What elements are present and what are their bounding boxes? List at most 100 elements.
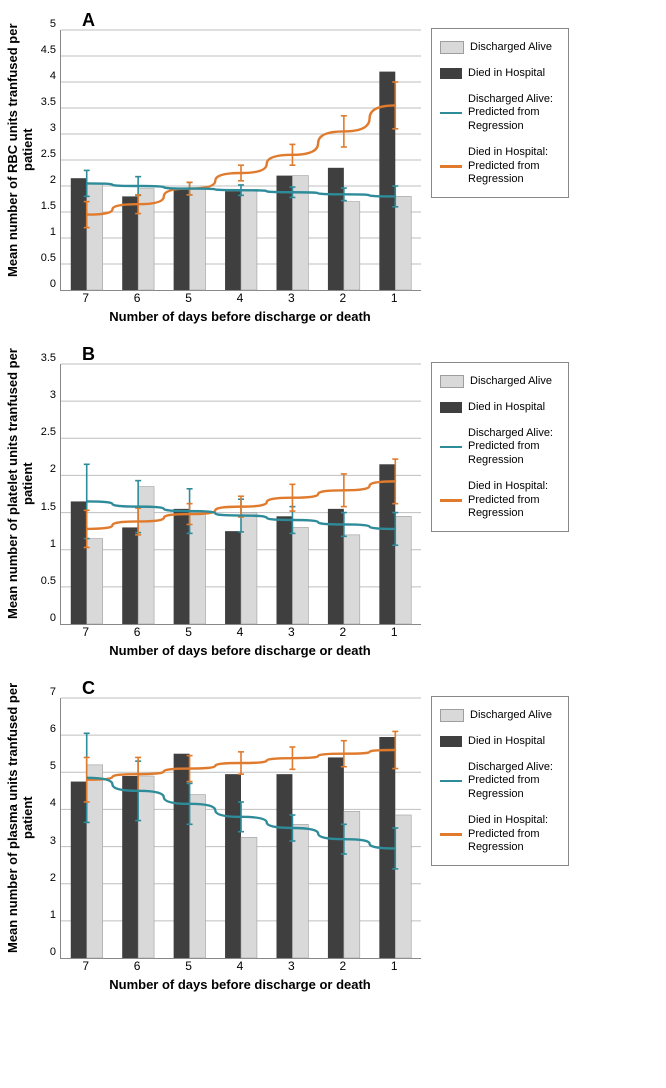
y-axis-label: Mean number of plasma units tranfused pe…: [10, 678, 30, 958]
legend-item: Discharged Alive: [440, 375, 560, 389]
x-tick-label: 4: [214, 625, 265, 639]
legend-label: Died in Hospital: [468, 67, 545, 81]
x-ticks: 7654321: [60, 959, 420, 973]
bar-discharged-alive: [190, 795, 206, 958]
bar-died-in-hospital: [328, 757, 344, 958]
legend-item: Discharged Alive: Predicted from Regress…: [440, 761, 560, 802]
bar-discharged-alive: [241, 513, 257, 624]
legend-label: Died in Hospital: [468, 401, 545, 415]
legend-label: Discharged Alive: [470, 375, 552, 389]
x-tick-label: 1: [369, 959, 420, 973]
panel-A: A Mean number of RBC units tranfused per…: [10, 10, 656, 324]
x-tick-label: 3: [266, 959, 317, 973]
bar-discharged-alive: [344, 202, 360, 290]
y-axis-label: Mean number of platelet units tranfused …: [10, 344, 30, 624]
x-axis-label: Number of days before discharge or death: [60, 309, 420, 324]
bar-died-in-hospital: [225, 531, 241, 624]
x-tick-label: 1: [369, 291, 420, 305]
legend-line-died: [440, 165, 462, 167]
bar-discharged-alive: [190, 513, 206, 624]
panel-C: C Mean number of plasma units tranfused …: [10, 678, 656, 992]
legend-label: Died in Hospital: [468, 735, 545, 749]
x-tick-label: 4: [214, 959, 265, 973]
x-tick-label: 6: [111, 291, 162, 305]
x-tick-label: 2: [317, 625, 368, 639]
bar-discharged-alive: [241, 837, 257, 958]
bar-died-in-hospital: [328, 168, 344, 290]
legend-label: Died in Hospital: Predicted from Regress…: [468, 814, 560, 855]
legend-label: Discharged Alive: [470, 709, 552, 723]
x-ticks: 7654321: [60, 625, 420, 639]
bar-discharged-alive: [190, 189, 206, 290]
legend-item: Died in Hospital: [440, 67, 560, 81]
x-tick-label: 5: [163, 959, 214, 973]
legend-label: Discharged Alive: Predicted from Regress…: [468, 427, 560, 468]
bar-discharged-alive: [395, 196, 411, 290]
legend-label: Discharged Alive: Predicted from Regress…: [468, 761, 560, 802]
plot-area: [60, 30, 421, 291]
bar-discharged-alive: [292, 527, 308, 624]
x-tick-label: 6: [111, 625, 162, 639]
x-tick-label: 2: [317, 959, 368, 973]
legend-label: Discharged Alive: Predicted from Regress…: [468, 93, 560, 134]
bar-discharged-alive: [241, 191, 257, 290]
x-ticks: 7654321: [60, 291, 420, 305]
legend-item: Discharged Alive: Predicted from Regress…: [440, 93, 560, 134]
bar-died-in-hospital: [71, 178, 87, 290]
legend-item: Died in Hospital: Predicted from Regress…: [440, 480, 560, 521]
x-tick-label: 7: [60, 625, 111, 639]
bar-died-in-hospital: [71, 782, 87, 958]
bar-discharged-alive: [395, 815, 411, 958]
bars: [71, 464, 411, 624]
legend-label: Died in Hospital: Predicted from Regress…: [468, 480, 560, 521]
bar-discharged-alive: [344, 535, 360, 624]
bar-died-in-hospital: [174, 509, 190, 624]
bar-discharged-alive: [344, 811, 360, 958]
bar-discharged-alive: [87, 765, 103, 958]
legend-line-alive: [440, 112, 462, 114]
x-tick-label: 4: [214, 291, 265, 305]
bar-died-in-hospital: [276, 516, 292, 624]
legend-swatch-died: [440, 68, 462, 79]
panel-label: C: [82, 678, 95, 699]
bar-discharged-alive: [87, 539, 103, 624]
bar-discharged-alive: [138, 776, 154, 958]
x-tick-label: 6: [111, 959, 162, 973]
plot-area: [60, 364, 421, 625]
legend-item: Died in Hospital: Predicted from Regress…: [440, 146, 560, 187]
x-axis-label: Number of days before discharge or death: [60, 977, 420, 992]
bar-died-in-hospital: [225, 191, 241, 290]
legend-line-died: [440, 833, 462, 835]
bar-discharged-alive: [292, 824, 308, 958]
legend-label: Discharged Alive: [470, 41, 552, 55]
bar-died-in-hospital: [328, 509, 344, 624]
legend-swatch-alive: [440, 41, 464, 54]
panel-label: A: [82, 10, 95, 31]
bar-died-in-hospital: [122, 776, 138, 958]
legend-item: Died in Hospital: [440, 401, 560, 415]
legend-line-alive: [440, 780, 462, 782]
x-tick-label: 2: [317, 291, 368, 305]
x-axis-label: Number of days before discharge or death: [60, 643, 420, 658]
legend-item: Discharged Alive: [440, 41, 560, 55]
legend-label: Died in Hospital: Predicted from Regress…: [468, 146, 560, 187]
bar-discharged-alive: [395, 516, 411, 624]
x-tick-label: 3: [266, 625, 317, 639]
bar-died-in-hospital: [174, 189, 190, 290]
bar-died-in-hospital: [174, 754, 190, 958]
legend-swatch-alive: [440, 375, 464, 388]
legend-swatch-died: [440, 402, 462, 413]
legend-line-died: [440, 499, 462, 501]
bar-died-in-hospital: [122, 527, 138, 624]
legend-line-alive: [440, 446, 462, 448]
legend: Discharged Alive Died in Hospital Discharg…: [431, 696, 569, 866]
x-tick-label: 5: [163, 625, 214, 639]
x-tick-label: 7: [60, 959, 111, 973]
bar-died-in-hospital: [122, 196, 138, 290]
legend-item: Died in Hospital: Predicted from Regress…: [440, 814, 560, 855]
y-axis-label: Mean number of RBC units tranfused per p…: [10, 10, 30, 290]
bar-discharged-alive: [87, 183, 103, 290]
x-tick-label: 5: [163, 291, 214, 305]
x-tick-label: 3: [266, 291, 317, 305]
legend: Discharged Alive Died in Hospital Discharg…: [431, 28, 569, 198]
